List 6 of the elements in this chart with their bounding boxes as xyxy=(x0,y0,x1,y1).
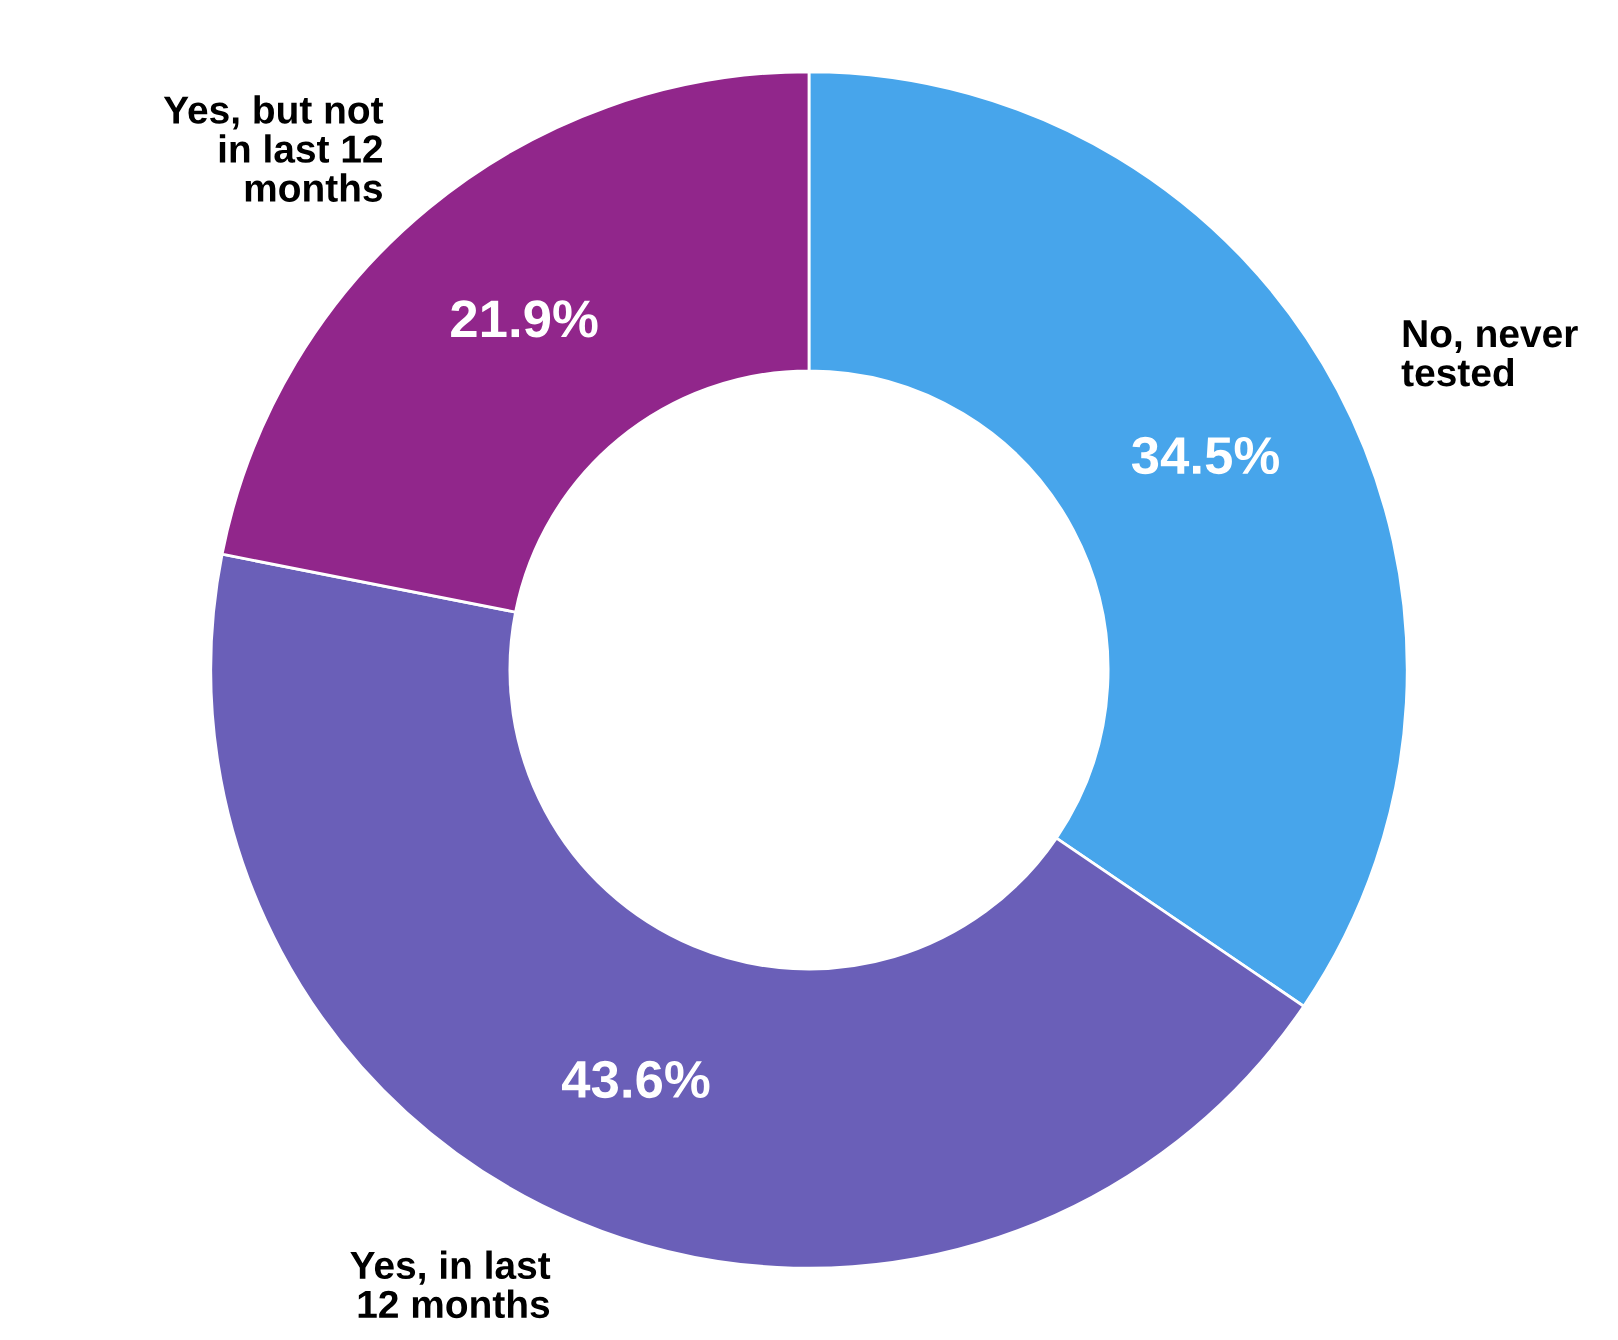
slice-label: No, never tested xyxy=(1401,320,1578,387)
data-label: 34.5% xyxy=(1131,436,1279,475)
data-label: 43.6% xyxy=(561,1060,710,1099)
data-label: 21.9% xyxy=(451,300,598,338)
slice-label: Yes, but not in last 12 months xyxy=(163,95,384,202)
slice-label: Yes, in last 12 months xyxy=(350,1250,551,1319)
